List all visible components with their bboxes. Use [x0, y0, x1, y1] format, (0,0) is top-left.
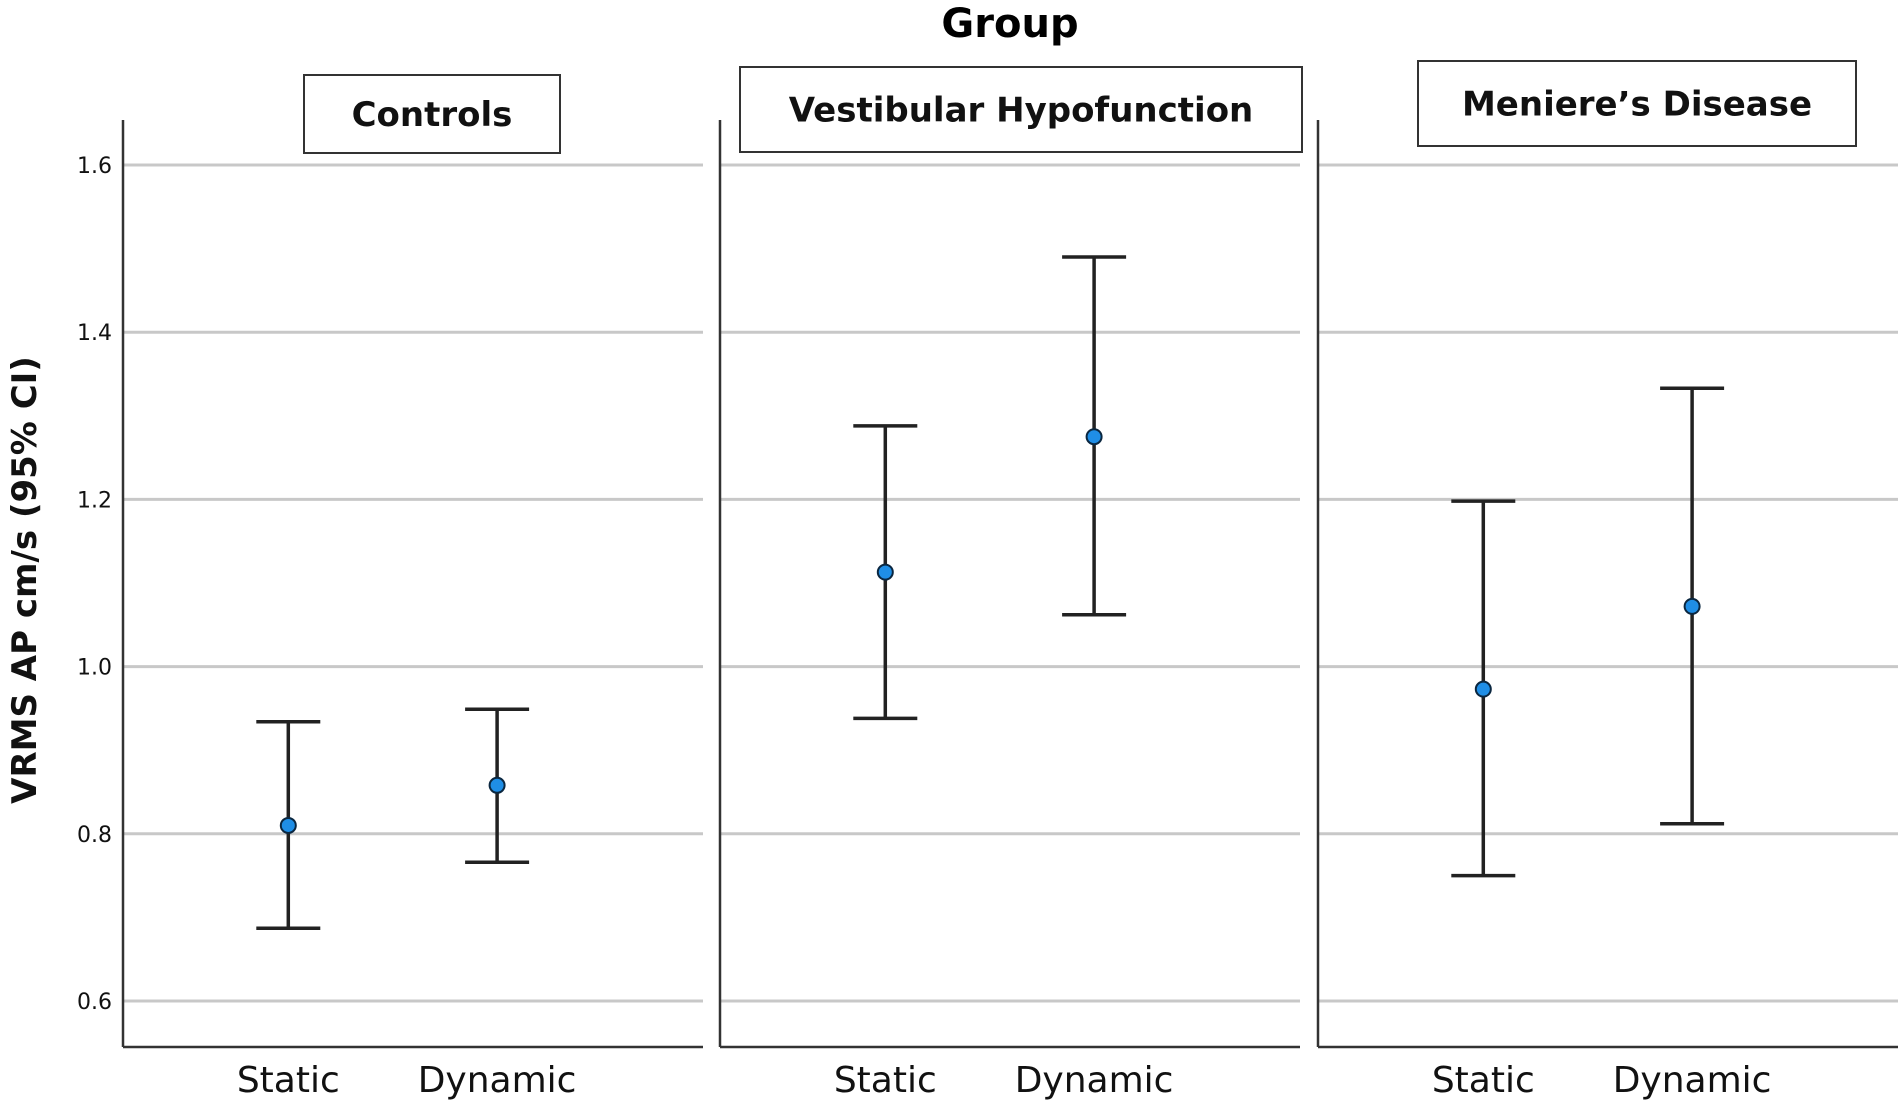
y-tick-label: 0.8	[77, 823, 112, 848]
y-tick-label: 1.2	[77, 488, 112, 513]
x-category-label: Dynamic	[1015, 1060, 1174, 1101]
y-tick-label: 0.6	[77, 990, 112, 1015]
facet-title: Meniere’s Disease	[1462, 85, 1812, 125]
facet-title-box	[1417, 60, 1857, 147]
facet-panel-1: Controls Static Dynamic	[121, 74, 703, 1101]
mean-point	[279, 816, 297, 834]
mean-point	[1085, 428, 1103, 446]
x-category-label: Static	[237, 1060, 340, 1101]
x-category-label: Static	[834, 1060, 937, 1101]
mean-point	[876, 563, 894, 581]
y-tick-label: 1.6	[77, 154, 112, 179]
facet-title: Controls	[352, 95, 513, 135]
x-category-label: Static	[1432, 1060, 1535, 1101]
facet-title: Vestibular Hypofunction	[789, 91, 1254, 131]
y-tick-label: 1.0	[77, 656, 112, 681]
chart-title: Group	[941, 1, 1078, 47]
x-category-label: Dynamic	[1613, 1060, 1772, 1101]
facet-panel-3: Meniere’s Disease Static Dynamic	[1316, 60, 1898, 1101]
mean-point	[1474, 680, 1492, 698]
x-category-label: Dynamic	[418, 1060, 577, 1101]
y-axis-title: VRMS AP cm/s (95% CI)	[5, 356, 45, 804]
mean-point	[1683, 597, 1701, 615]
facet-title-box	[739, 66, 1303, 153]
mean-point	[488, 776, 506, 794]
facet-title-box	[303, 74, 561, 154]
facet-panel-2: Vestibular Hypofunction Static Dynamic	[718, 66, 1303, 1101]
y-tick-label: 1.4	[77, 321, 112, 346]
